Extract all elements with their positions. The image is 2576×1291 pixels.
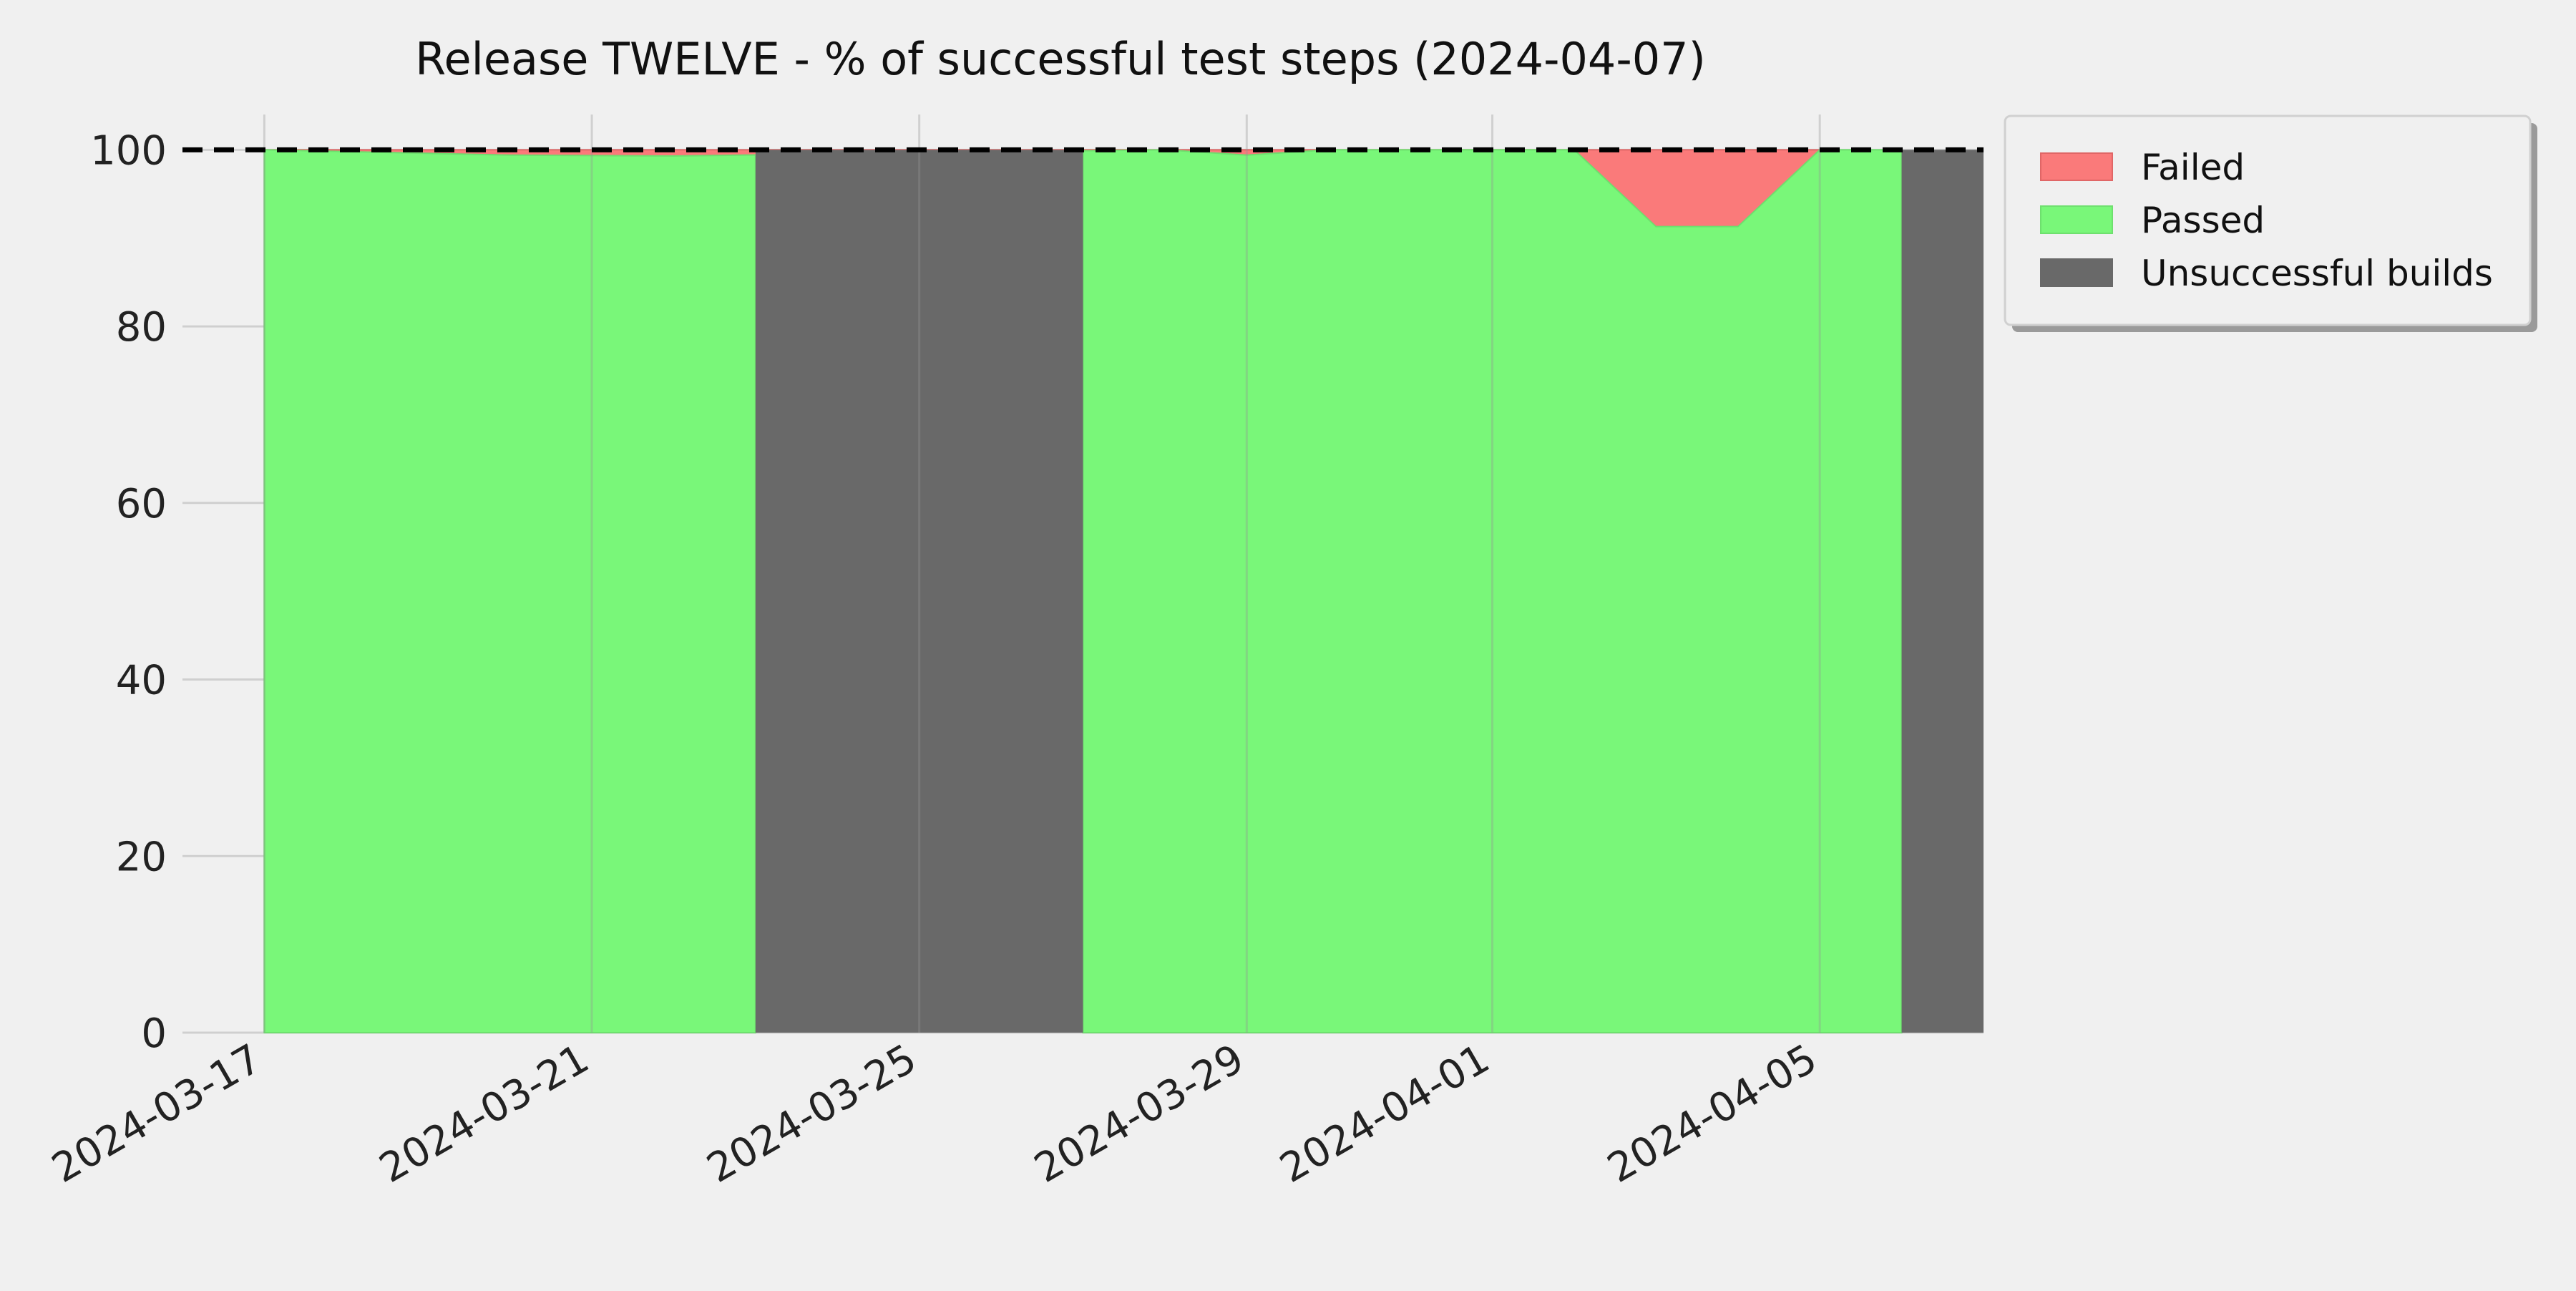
legend-swatch	[2040, 205, 2113, 234]
x-tick-label: 2024-03-17	[44, 1036, 269, 1192]
legend-label: Failed	[2141, 147, 2245, 188]
x-tick-label: 2024-04-05	[1600, 1036, 1825, 1192]
legend-box	[2004, 115, 2532, 326]
x-tick-label: 2024-03-25	[699, 1036, 924, 1192]
x-tick-label: 2024-03-21	[372, 1036, 597, 1192]
y-tick-label: 60	[116, 481, 167, 527]
passed-area	[263, 149, 756, 1033]
legend-label: Unsuccessful builds	[2141, 253, 2493, 294]
y-tick-label: 80	[116, 304, 167, 351]
y-tick-label: 100	[90, 127, 167, 174]
unsuccessful-build-bar	[755, 150, 1083, 1033]
x-tick-label: 2024-03-29	[1027, 1036, 1252, 1192]
y-tick-label: 40	[116, 658, 167, 704]
legend-label: Passed	[2141, 200, 2265, 241]
x-tick-label: 2024-04-01	[1272, 1036, 1497, 1192]
chart-title: Release TWELVE - % of successful test st…	[415, 33, 1706, 85]
unsuccessful-build-bar	[1901, 150, 1984, 1033]
y-tick-label: 0	[141, 1010, 167, 1057]
y-tick-label: 20	[116, 834, 167, 880]
legend-swatch	[2040, 152, 2113, 181]
legend-swatch	[2040, 258, 2113, 287]
